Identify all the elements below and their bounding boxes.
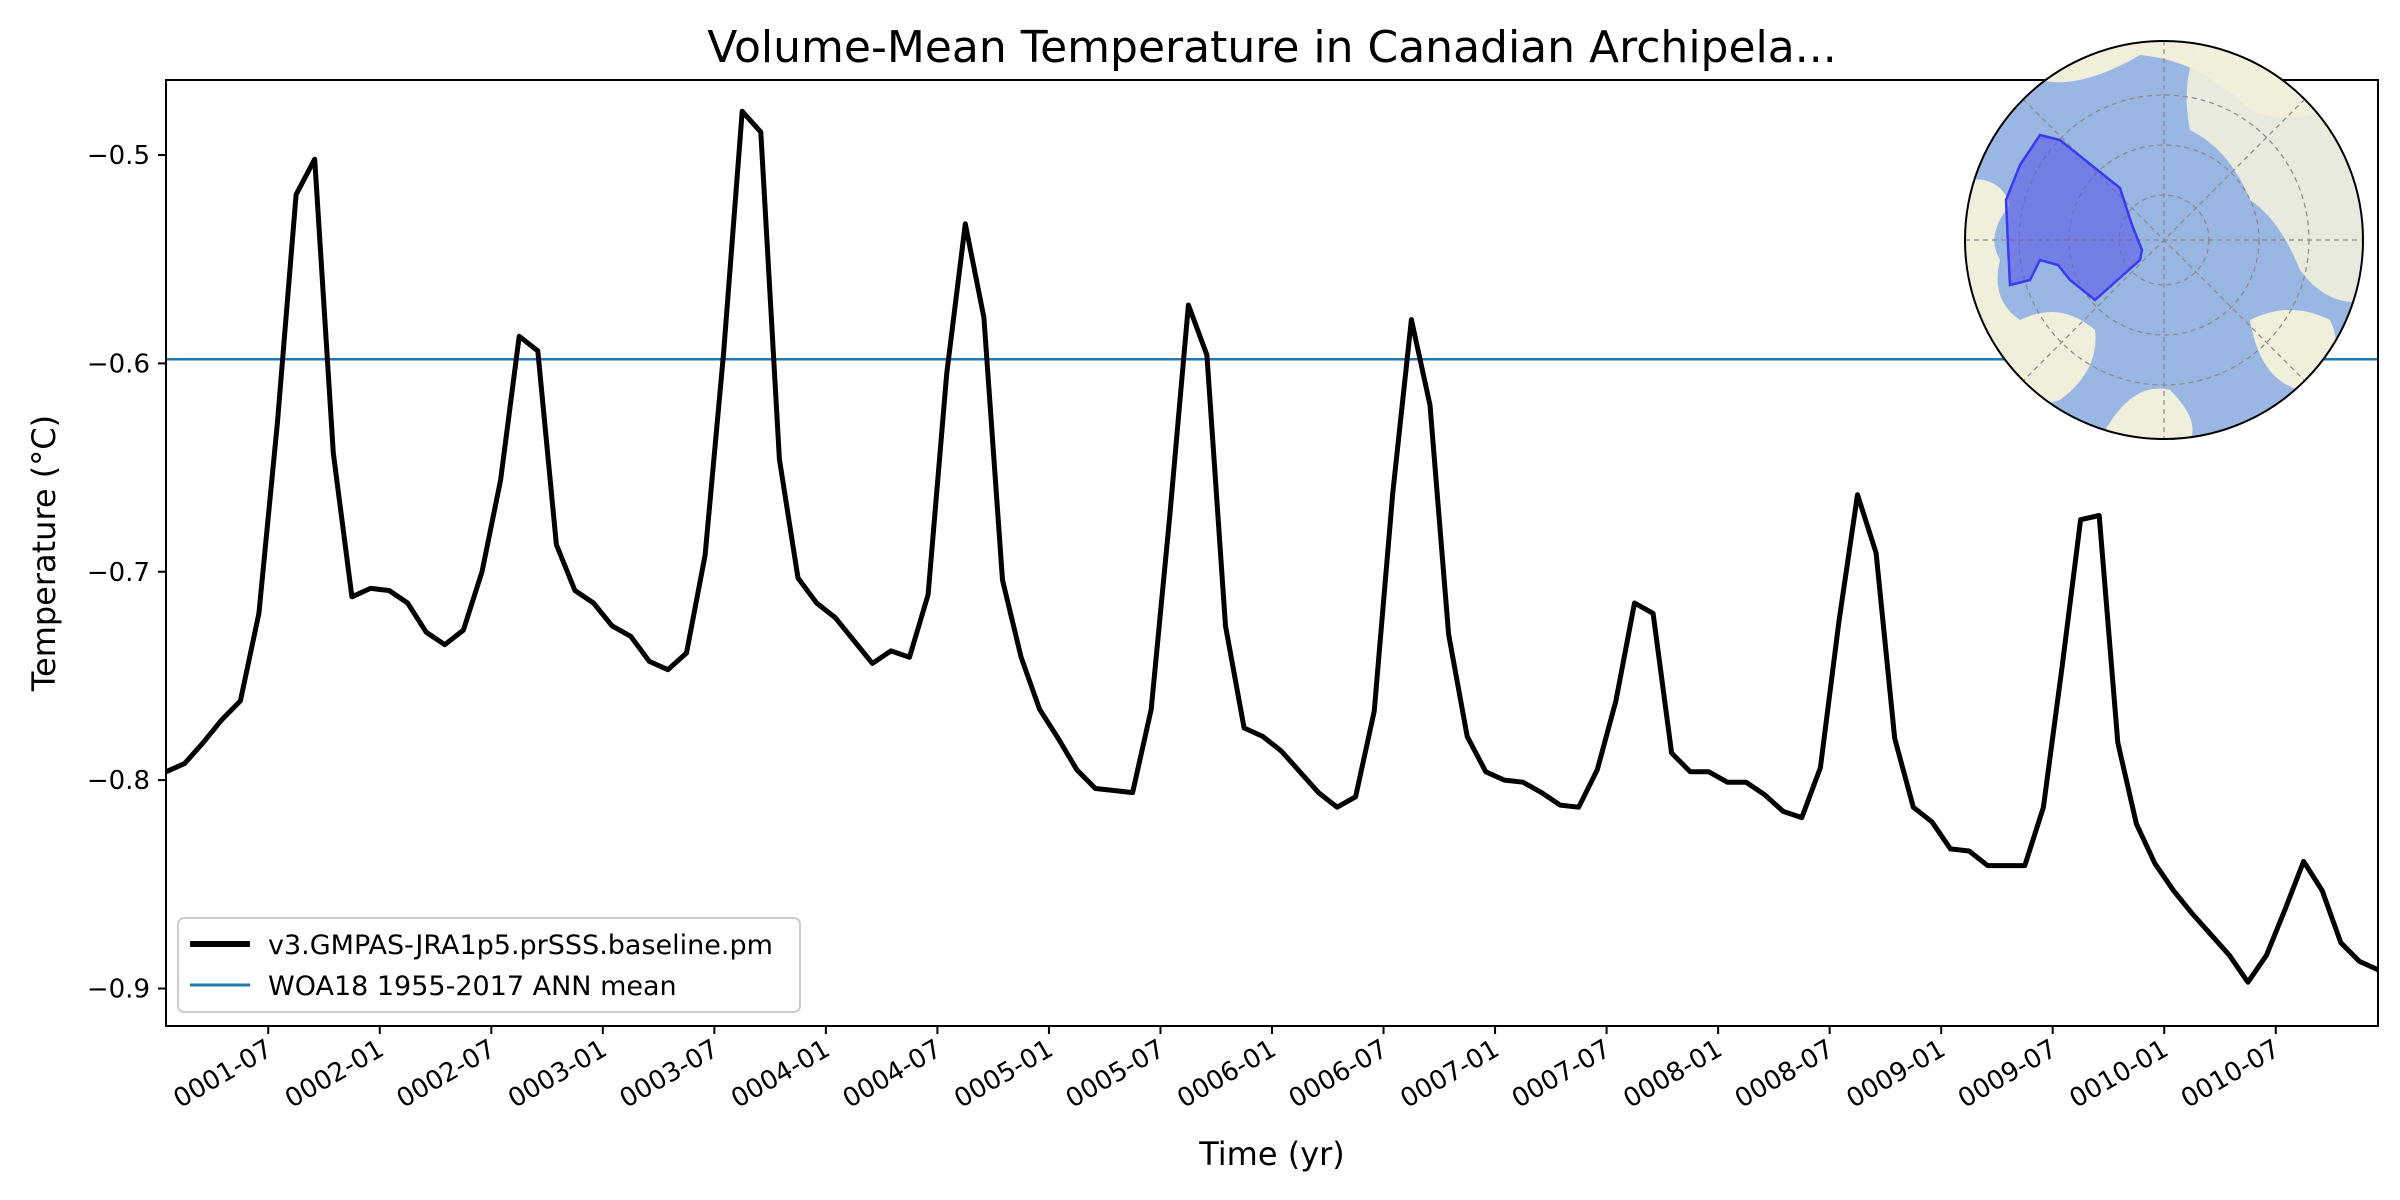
map-border	[1964, 40, 2364, 440]
x-tick-label: 0002-07	[392, 1034, 501, 1114]
y-tick-label: −0.7	[87, 558, 150, 588]
legend-box	[177, 917, 801, 1013]
inset-map	[1964, 40, 2364, 440]
x-tick-label: 0009-07	[1953, 1034, 2062, 1114]
x-tick-label: 0003-01	[503, 1034, 612, 1114]
x-tick-label: 0009-01	[1842, 1034, 1951, 1114]
y-tick-label: −0.5	[87, 141, 150, 171]
x-tick-label: 0003-07	[615, 1034, 724, 1114]
x-axis-label: Time (yr)	[1198, 1135, 1345, 1173]
x-tick-label: 0008-07	[1730, 1034, 1839, 1114]
x-tick-label: 0002-01	[280, 1034, 389, 1114]
x-axis: 0001-07 0002-01 0002-07 0003-01 0003-07 0004-…	[169, 1026, 2285, 1114]
x-tick-label: 0007-01	[1395, 1034, 1504, 1114]
x-tick-label: 0006-01	[1172, 1034, 1281, 1114]
chart-title: Volume-Mean Temperature in Canadian Arch…	[707, 22, 1836, 73]
y-tick-label: −0.6	[87, 349, 150, 379]
legend: v3.GMPAS-JRA1p5.prSSS.baseline.pm WOA18 …	[177, 917, 801, 1013]
map-land-south	[2100, 388, 2193, 439]
y-tick-label: −0.8	[87, 766, 150, 796]
x-tick-label: 0005-07	[1061, 1034, 1170, 1114]
map-highlighted-region	[2004, 133, 2144, 302]
y-axis-label: Temperature (°C)	[25, 415, 63, 692]
series-line-model	[166, 108, 2378, 985]
x-tick-label: 0005-01	[949, 1034, 1058, 1114]
x-tick-label: 0010-01	[2065, 1034, 2174, 1114]
x-tick-label: 0008-01	[1619, 1034, 1728, 1114]
legend-label-model: v3.GMPAS-JRA1p5.prSSS.baseline.pm	[268, 930, 773, 961]
y-tick-label: −0.9	[87, 974, 150, 1004]
x-tick-label: 0006-07	[1284, 1034, 1393, 1114]
x-tick-label: 0007-07	[1507, 1034, 1616, 1114]
x-tick-label: 0001-07	[169, 1034, 278, 1114]
x-tick-label: 0004-01	[726, 1034, 835, 1114]
x-tick-label: 0004-07	[838, 1034, 947, 1114]
legend-label-woa18: WOA18 1955-2017 ANN mean	[268, 971, 677, 1002]
x-tick-label: 0010-07	[2176, 1034, 2285, 1114]
y-axis: −0.9 −0.8 −0.7 −0.6 −0.5	[87, 141, 166, 1004]
